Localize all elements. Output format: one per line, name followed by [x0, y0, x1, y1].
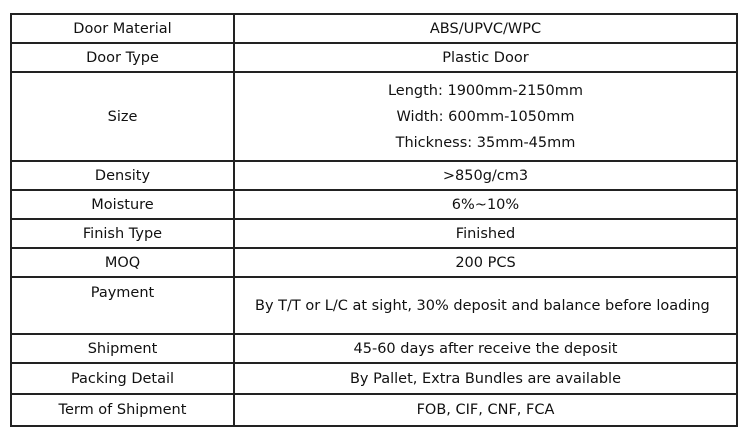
table-row-door-material: Door Material ABS/UPVC/WPC: [10, 13, 738, 44]
size-width: Width: 600mm-1050mm: [396, 108, 575, 125]
row-label: MOQ: [10, 247, 235, 278]
row-value: 45-60 days after receive the deposit: [233, 333, 738, 364]
row-value: Length: 1900mm-2150mm Width: 600mm-1050m…: [233, 71, 738, 162]
row-label: Finish Type: [10, 218, 235, 249]
row-value: ABS/UPVC/WPC: [233, 13, 738, 44]
product-spec-table: Door Material ABS/UPVC/WPC Door Type Pla…: [10, 13, 738, 427]
table-row-size: Size Length: 1900mm-2150mm Width: 600mm-…: [10, 71, 738, 162]
row-value: FOB, CIF, CNF, FCA: [233, 393, 738, 427]
table-row-moq: MOQ 200 PCS: [10, 247, 738, 278]
row-label: Term of Shipment: [10, 393, 235, 427]
size-length: Length: 1900mm-2150mm: [387, 82, 584, 99]
row-value: By T/T or L/C at sight, 30% deposit and …: [233, 276, 738, 335]
row-value: 6%~10%: [233, 189, 738, 220]
row-value: Plastic Door: [233, 42, 738, 73]
row-value: By Pallet, Extra Bundles are available: [233, 362, 738, 395]
table-row-payment: Payment By T/T or L/C at sight, 30% depo…: [10, 276, 738, 335]
table-row-door-type: Door Type Plastic Door: [10, 42, 738, 73]
row-value: 200 PCS: [233, 247, 738, 278]
table-row-packing-detail: Packing Detail By Pallet, Extra Bundles …: [10, 362, 738, 395]
row-label: Payment: [10, 276, 235, 335]
table-row-density: Density >850g/cm3: [10, 160, 738, 191]
row-label: Packing Detail: [10, 362, 235, 395]
row-value: >850g/cm3: [233, 160, 738, 191]
table-row-moisture: Moisture 6%~10%: [10, 189, 738, 220]
row-label: Door Type: [10, 42, 235, 73]
row-label: Moisture: [10, 189, 235, 220]
table-row-finish-type: Finish Type Finished: [10, 218, 738, 249]
row-label: Density: [10, 160, 235, 191]
row-label: Size: [10, 71, 235, 162]
row-label: Door Material: [10, 13, 235, 44]
table-row-shipment: Shipment 45-60 days after receive the de…: [10, 333, 738, 364]
row-label: Shipment: [10, 333, 235, 364]
row-value: Finished: [233, 218, 738, 249]
table-row-term-of-shipment: Term of Shipment FOB, CIF, CNF, FCA: [10, 393, 738, 427]
size-thickness: Thickness: 35mm-45mm: [395, 134, 576, 151]
